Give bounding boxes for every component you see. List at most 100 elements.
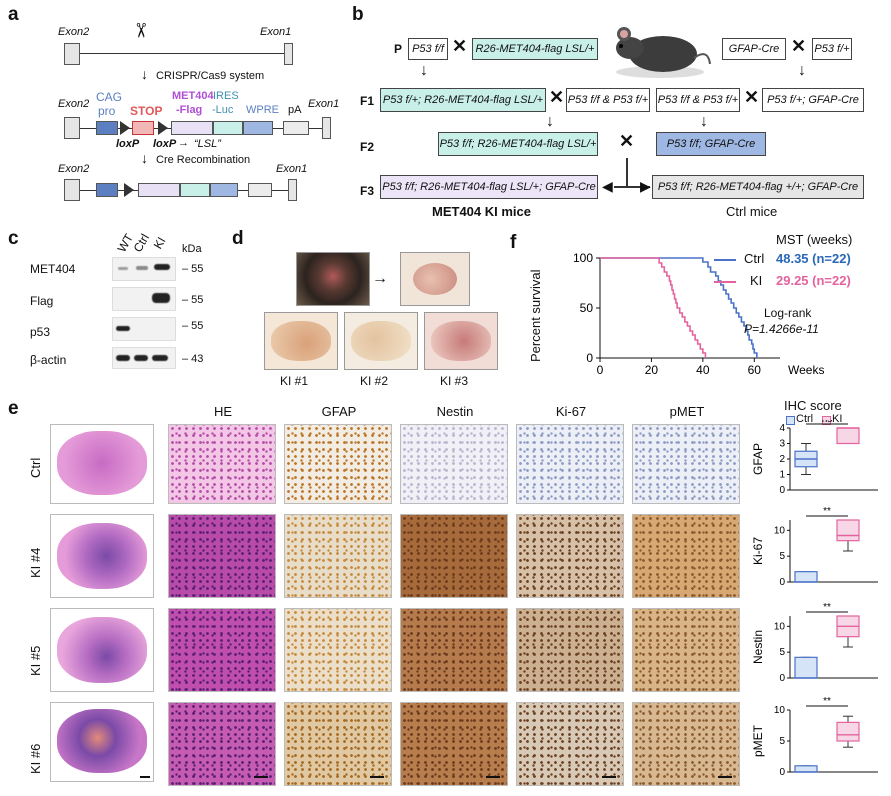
ihc-tick-label-nestin-5: 5 <box>779 647 785 658</box>
y-tick-label-0: 0 <box>586 351 593 365</box>
micrograph-ki67-ki4 <box>516 514 624 598</box>
cag-block <box>96 121 118 135</box>
ihc-tick-label-ki67-10: 10 <box>774 525 786 536</box>
scissors-icon: ✂ <box>128 22 151 39</box>
wb-row-actin: β-actin <box>30 353 67 367</box>
micrograph-nestin-ki5 <box>400 608 508 692</box>
exon2-label-3: Exon2 <box>58 163 90 175</box>
brain-photo <box>400 252 470 306</box>
micrograph-gfap-ki4 <box>284 514 392 598</box>
f3-a-box: P53 f/f; R26-MET404-flag LSL/+; GFAP-Cre <box>380 175 598 199</box>
met404-block <box>171 121 213 135</box>
survival-ylabel: Percent survival <box>528 269 543 362</box>
arrow-right-icon-d: → <box>372 270 388 287</box>
panel-label-e: e <box>8 398 19 419</box>
f1-a-box: P53 f/+; R26-MET404-flag LSL/+ <box>380 88 546 112</box>
survival-line-ki <box>600 257 707 358</box>
blot-flag <box>112 287 176 311</box>
scale-bar-brain <box>140 776 150 778</box>
ihc-tick-label-ki67-0: 0 <box>779 577 785 588</box>
micrograph-ki67-ki5 <box>516 608 624 692</box>
ihc-ylabel-pmet: pMET <box>751 724 765 757</box>
pro-label: pro <box>98 104 116 118</box>
f3-b-box: P53 f/f; R26-MET404-flag +/+; GFAP-Cre <box>652 175 864 199</box>
panel-label-c: c <box>8 228 19 249</box>
exon1-label: Exon1 <box>260 26 292 38</box>
f1-d-box: P53 f/+; GFAP-Cre <box>762 88 864 112</box>
row-ki4: KI #4 <box>28 547 43 578</box>
wb-row-p53: p53 <box>30 325 51 339</box>
col-he: HE <box>213 404 233 419</box>
row-ki6: KI #6 <box>28 743 43 774</box>
band-met404-ki <box>154 264 170 270</box>
kda-label: kDa <box>182 243 202 255</box>
micrograph-ki67-ctrl <box>516 424 624 504</box>
arrow-down-icon-b3: ↓ <box>546 113 554 130</box>
micrograph-he-ctrl <box>168 424 276 504</box>
f2-a-box: P53 f/f; R26-MET404-flag LSL/+ <box>438 132 598 156</box>
box-nestin-ctrl <box>794 656 818 679</box>
box-ki67-ctrl <box>794 571 818 583</box>
ihc-tick-label-nestin-0: 0 <box>779 673 785 684</box>
met404-block-2 <box>138 183 180 197</box>
arrow-down-icon-b2: ↓ <box>798 62 806 79</box>
cre-recombination-label: Cre Recombination <box>156 154 251 166</box>
micrograph-pmet-ki5 <box>632 608 740 692</box>
scale-bar-nestin <box>486 776 500 778</box>
ihc-tick-label-gfap-3: 3 <box>779 439 785 450</box>
col-ki67: Ki-67 <box>555 404 587 419</box>
arrow-left-icon: ◀ <box>602 178 613 194</box>
lsl-label: “LSL” <box>194 138 221 150</box>
arrow-down-icon-2: ↓ <box>141 150 148 166</box>
exon2-block-1 <box>64 43 80 65</box>
wpre-block-2 <box>210 183 238 197</box>
micrograph-pmet-ki4 <box>632 514 740 598</box>
kda-flag: – 55 <box>182 294 204 306</box>
band-p53-wt <box>116 326 130 331</box>
f2-b-box: P53 f/f; GFAP-Cre <box>656 132 766 156</box>
ihc-tick-label-pmet-10: 10 <box>774 705 786 716</box>
brain-ki5 <box>50 608 154 692</box>
pa-block-2 <box>248 183 272 197</box>
f1-b-box: P53 f/f & P53 f/+ <box>566 88 650 112</box>
box-ki67-ki <box>836 519 860 542</box>
survival-line-ctrl <box>600 257 758 358</box>
survival-xlabel: Weeks <box>788 363 824 377</box>
ihc-tick-label-nestin-10: 10 <box>774 621 786 632</box>
wpre-label: WPRE <box>246 104 279 116</box>
x-tick-label-60: 60 <box>748 363 762 377</box>
slice-label-1: KI #1 <box>280 374 309 388</box>
slice-label-2: KI #2 <box>360 374 389 388</box>
wb-row-met404: MET404 <box>30 262 76 276</box>
arrow-right-icon: → <box>178 137 189 149</box>
loxp-triangle-2 <box>158 121 168 135</box>
box-gfap-ki <box>836 427 860 445</box>
arrow-down-icon: ↓ <box>141 66 148 82</box>
scale-bar-gfap <box>370 776 384 778</box>
mst-title: MST (weeks) <box>776 232 853 247</box>
cross-icon: ✕ <box>452 36 468 56</box>
col-gfap: GFAP <box>321 404 357 419</box>
x-tick-label-20: 20 <box>645 363 659 377</box>
kda-actin: – 43 <box>182 353 204 365</box>
cross-icon-4: ✕ <box>744 87 760 107</box>
flag-label: -Flag <box>176 104 203 116</box>
slice-label-3: KI #3 <box>440 374 469 388</box>
exon2-label-2: Exon2 <box>58 98 90 110</box>
luc-label: -Luc <box>212 104 234 116</box>
gen-p-label: P <box>394 42 403 56</box>
micrograph-he-ki5 <box>168 608 276 692</box>
loxp-triangle-1 <box>120 121 130 135</box>
exon2-block-2 <box>64 117 80 139</box>
panel-label-a: a <box>8 4 19 25</box>
cross-icon-3: ✕ <box>549 87 565 107</box>
arrow-down-icon-b4: ↓ <box>700 113 708 130</box>
band-flag-ki <box>152 293 170 303</box>
ihc-ylabel-gfap: GFAP <box>751 443 765 475</box>
arrow-right-icon-b: ▶ <box>640 178 651 194</box>
blot-met404 <box>112 257 176 281</box>
wpre-block <box>243 121 273 135</box>
legend-ki-mst: 29.25 (n=22) <box>776 273 851 288</box>
legend-ki-label: KI <box>750 273 763 288</box>
exon1-label-3: Exon1 <box>276 163 308 175</box>
